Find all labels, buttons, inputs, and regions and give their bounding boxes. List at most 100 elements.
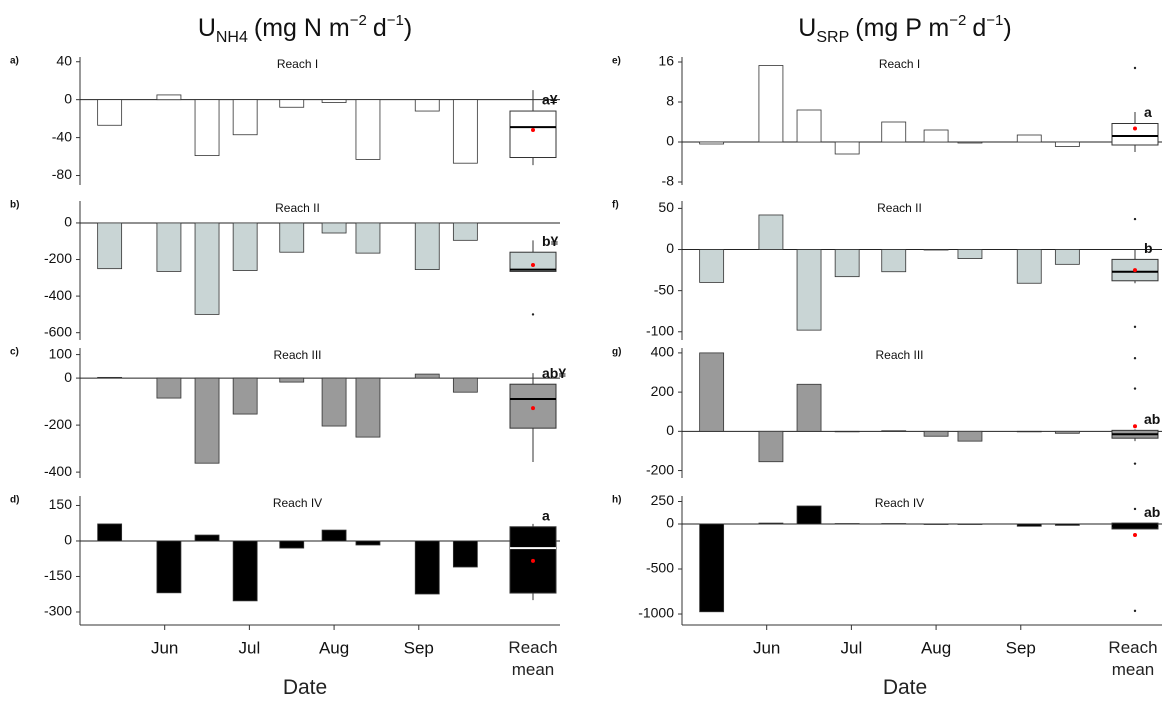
title-part: U xyxy=(197,14,216,42)
bar xyxy=(279,99,305,108)
box-outlier xyxy=(1133,387,1137,390)
title-part: SRP xyxy=(816,29,850,46)
bar xyxy=(1054,141,1080,147)
panel-label: f) xyxy=(612,200,619,211)
bar xyxy=(414,222,440,270)
significance-letter: b¥ xyxy=(542,233,559,249)
bar xyxy=(97,376,123,379)
bar xyxy=(97,222,123,270)
y-tick-label: 0 xyxy=(64,214,72,230)
box-label: Reach mean xyxy=(508,638,558,679)
box xyxy=(509,251,557,272)
box-mean xyxy=(1133,424,1137,429)
bar xyxy=(452,222,478,241)
significance-letter: a xyxy=(1144,104,1152,120)
bar xyxy=(279,377,305,383)
panel-subtitle: Reach IV xyxy=(273,496,322,510)
x-tick-label: Sep xyxy=(404,638,434,657)
bar xyxy=(881,523,907,525)
bar xyxy=(699,352,725,432)
bar xyxy=(834,523,860,525)
bar xyxy=(194,222,220,315)
panel-label: a) xyxy=(10,56,19,67)
bar xyxy=(1016,523,1042,527)
box xyxy=(509,110,557,159)
bar xyxy=(796,383,822,432)
bar xyxy=(796,505,822,525)
title-part: −1 xyxy=(986,12,1004,29)
y-tick-label: -300 xyxy=(44,603,72,619)
x-tick-label: Jun xyxy=(151,638,178,657)
y-tick-label: 50 xyxy=(658,199,674,215)
box-mean xyxy=(531,128,535,133)
y-tick-label: -100 xyxy=(646,322,674,338)
box-label: Reach mean xyxy=(1108,638,1158,679)
y-tick-label: 150 xyxy=(49,496,73,512)
significance-letter: ab¥ xyxy=(542,365,566,381)
box-outlier xyxy=(1133,609,1137,613)
box-mean xyxy=(1133,268,1137,273)
panel-label: h) xyxy=(612,495,621,506)
y-tick-label: 100 xyxy=(49,345,73,361)
x-tick-label: Aug xyxy=(921,638,951,657)
panel-label: e) xyxy=(612,56,621,67)
bar xyxy=(452,377,478,393)
bar xyxy=(232,99,258,136)
title-part: ) xyxy=(1003,14,1012,42)
bar xyxy=(834,430,860,433)
bar xyxy=(923,523,949,525)
bar xyxy=(957,430,983,442)
panel-subtitle: Reach III xyxy=(273,348,321,362)
bar xyxy=(97,523,123,542)
title-part: NH4 xyxy=(215,29,248,46)
bar xyxy=(452,99,478,164)
significance-letter: a xyxy=(542,507,550,523)
y-tick-label: -40 xyxy=(52,128,72,144)
bar xyxy=(699,141,725,145)
bar xyxy=(321,99,347,103)
bar xyxy=(194,534,220,542)
significance-letter: ab xyxy=(1144,411,1160,427)
y-tick-label: -1000 xyxy=(638,605,674,621)
y-tick-label: 16 xyxy=(658,53,674,69)
bar xyxy=(1054,430,1080,434)
bar xyxy=(414,540,440,595)
y-tick-label: -600 xyxy=(44,323,72,339)
bar xyxy=(279,222,305,253)
bar xyxy=(796,109,822,143)
panel-subtitle: Reach I xyxy=(879,57,920,71)
bar xyxy=(321,377,347,427)
bar xyxy=(758,430,784,463)
y-tick-label: 0 xyxy=(64,90,72,106)
y-tick-label: 8 xyxy=(666,93,674,109)
panel-subtitle: Reach II xyxy=(275,201,320,215)
bar xyxy=(699,523,725,613)
y-tick-label: 0 xyxy=(666,133,674,149)
bar xyxy=(414,99,440,112)
y-tick-label: -500 xyxy=(646,560,674,576)
x-tick-label: Aug xyxy=(319,638,349,657)
title-part: −2 xyxy=(349,12,367,29)
panel-subtitle: Reach II xyxy=(877,201,922,215)
bar xyxy=(1016,430,1042,433)
box-outlier xyxy=(1133,66,1137,70)
panel-label: b) xyxy=(10,200,19,211)
panel-label: g) xyxy=(612,347,621,358)
panel-subtitle: Reach IV xyxy=(875,496,924,510)
box-outlier xyxy=(531,313,535,316)
panel-label: c) xyxy=(10,347,19,358)
x-tick-label: Jul xyxy=(239,638,261,657)
y-tick-label: -200 xyxy=(646,461,674,477)
panel-subtitle: Reach I xyxy=(277,57,318,71)
bar xyxy=(321,529,347,542)
box-outlier xyxy=(1133,462,1137,465)
y-tick-label: -200 xyxy=(44,250,72,266)
title-part: ) xyxy=(403,14,413,42)
x-axis-label: Date xyxy=(882,676,928,699)
panel-label: d) xyxy=(10,495,19,506)
bar xyxy=(957,141,983,144)
bar xyxy=(834,249,860,278)
title-part: d xyxy=(972,14,987,42)
box-outlier xyxy=(1133,325,1137,329)
box-mean xyxy=(531,263,535,268)
